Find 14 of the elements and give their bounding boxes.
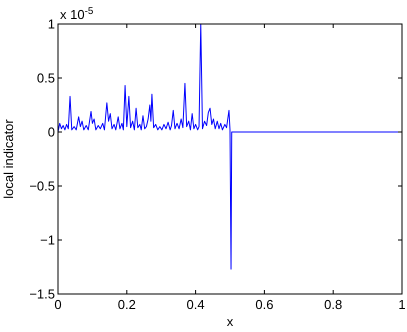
x-tick-label: 1 (398, 297, 406, 312)
y-tick-label: 0 (48, 124, 55, 140)
x-tick-label: 0.2 (118, 297, 136, 312)
y-tick-label: 0.5 (36, 70, 55, 86)
text: x 10$^{-5}$ (60, 6, 94, 22)
x-tick-label: 0.8 (324, 297, 342, 312)
y-tick-label: 1 (48, 16, 55, 32)
y-tick-label: −1.5 (29, 286, 55, 302)
y-axis-title: local indicator (1, 118, 16, 199)
y-tick-label: −1 (40, 232, 55, 248)
x-tick-label: 0.6 (255, 297, 274, 312)
x-axis-title: x (226, 314, 234, 329)
x-tick-label: 0.4 (186, 297, 205, 312)
y-tick-label: −0.5 (29, 178, 55, 194)
